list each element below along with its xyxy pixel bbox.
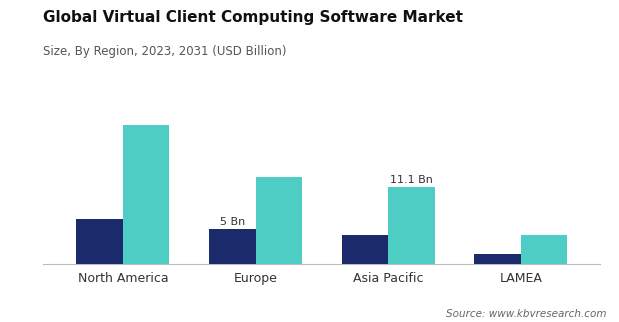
Bar bbox=[342, 235, 388, 264]
Bar bbox=[256, 177, 302, 264]
Text: Size, By Region, 2023, 2031 (USD Billion): Size, By Region, 2023, 2031 (USD Billion… bbox=[43, 45, 287, 58]
Bar bbox=[474, 254, 521, 264]
Bar bbox=[77, 219, 123, 264]
Bar bbox=[123, 125, 170, 264]
Text: 5 Bn: 5 Bn bbox=[220, 217, 245, 227]
Text: Source: www.kbvresearch.com: Source: www.kbvresearch.com bbox=[446, 309, 607, 319]
Text: 11.1 Bn: 11.1 Bn bbox=[390, 175, 433, 185]
Bar bbox=[388, 187, 435, 264]
Bar bbox=[209, 229, 256, 264]
Text: Global Virtual Client Computing Software Market: Global Virtual Client Computing Software… bbox=[43, 10, 464, 25]
Bar bbox=[521, 235, 567, 264]
